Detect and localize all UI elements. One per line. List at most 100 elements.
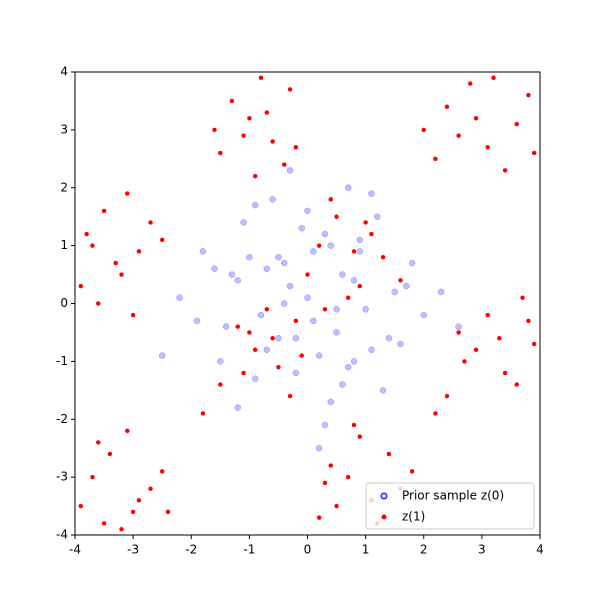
sample-point <box>101 521 107 526</box>
x-tick-label: 2 <box>420 543 428 557</box>
prior-point <box>374 213 381 220</box>
sample-point <box>531 341 537 347</box>
sample-point <box>200 411 206 416</box>
sample-point <box>502 370 508 376</box>
sample-point <box>159 469 165 474</box>
sample-point <box>96 301 101 306</box>
sample-point <box>252 347 258 353</box>
x-tick-label: -4 <box>69 543 81 557</box>
sample-point <box>218 382 223 387</box>
sample-point <box>148 486 153 491</box>
sample-point <box>444 393 450 399</box>
x-tick-label: -2 <box>185 543 197 557</box>
legend-box <box>365 482 535 530</box>
sample-point <box>299 353 304 358</box>
prior-point <box>344 184 352 191</box>
prior-point <box>246 253 253 261</box>
sample-point <box>96 440 101 445</box>
prior-point <box>240 219 247 226</box>
sample-point <box>282 162 287 167</box>
sample-point <box>241 370 246 376</box>
prior-point <box>356 248 364 255</box>
sample-point <box>322 480 328 486</box>
sample-point <box>409 469 415 474</box>
prior-point <box>304 294 311 301</box>
prior-point <box>292 334 300 342</box>
sample-point <box>212 127 217 133</box>
prior-point <box>368 190 375 197</box>
prior-point <box>199 248 207 255</box>
prior-point <box>251 201 259 209</box>
sample-point <box>380 254 386 260</box>
sample-point <box>322 307 328 312</box>
prior-point <box>158 352 166 359</box>
sample-point <box>136 498 142 503</box>
sample-point <box>78 503 84 509</box>
y-tick-label: -3 <box>56 470 68 484</box>
sample-point <box>473 116 479 121</box>
prior-point <box>368 346 375 354</box>
sample-point <box>287 87 293 92</box>
prior-point <box>315 352 323 359</box>
sample-point <box>247 116 252 121</box>
sample-point <box>293 318 299 324</box>
x-tick-label: 1 <box>362 543 370 557</box>
sample-point <box>270 139 275 144</box>
sample-point <box>148 220 153 225</box>
sample-point <box>531 150 537 156</box>
prior-point <box>327 398 334 406</box>
prior-point <box>286 282 294 290</box>
prior-point <box>321 421 329 429</box>
prior-point <box>275 334 282 342</box>
legend-label: Prior sample z(0) <box>402 489 504 503</box>
prior-point <box>350 277 358 284</box>
sample-point <box>351 249 357 254</box>
sample-point <box>316 515 322 520</box>
prior-point <box>275 253 282 261</box>
y-tick-label: -2 <box>56 412 68 426</box>
sample-point <box>229 98 235 104</box>
sample-point <box>119 526 124 532</box>
prior-point <box>234 404 241 411</box>
prior-point <box>222 323 230 330</box>
sample-point <box>363 220 368 225</box>
sample-point <box>473 347 479 353</box>
legend-marker <box>381 514 387 520</box>
sample-point <box>305 272 310 277</box>
sample-point <box>90 474 95 480</box>
sample-point <box>316 243 322 248</box>
sample-point <box>357 434 363 439</box>
sample-point <box>369 231 374 237</box>
prior-point <box>304 207 311 215</box>
prior-point <box>339 381 346 388</box>
sample-point <box>84 231 89 237</box>
sample-point <box>433 156 438 162</box>
sample-point <box>456 330 461 335</box>
plot-points <box>78 75 537 532</box>
prior-point <box>269 196 276 203</box>
sample-point <box>351 422 357 428</box>
sample-point <box>264 307 270 312</box>
sample-point <box>491 75 496 81</box>
prior-point <box>403 282 410 290</box>
sample-point <box>485 144 490 150</box>
sample-point <box>485 312 490 318</box>
prior-point <box>263 265 271 273</box>
sample-point <box>287 393 293 399</box>
sample-point <box>270 335 275 341</box>
prior-point <box>379 387 387 394</box>
prior-point <box>217 358 224 365</box>
prior-point <box>310 248 317 255</box>
prior-point <box>408 259 416 267</box>
y-tick-label: 0 <box>60 296 68 310</box>
prior-point <box>257 311 265 319</box>
y-tick-label: 1 <box>60 238 68 252</box>
sample-point <box>293 144 299 150</box>
prior-point <box>455 323 462 330</box>
prior-point <box>263 346 271 354</box>
legend-label: z(1) <box>402 510 425 524</box>
y-tick-label: 4 <box>60 65 68 79</box>
x-tick-label: 4 <box>536 543 544 557</box>
sample-point <box>113 260 118 266</box>
sample-point <box>345 474 351 480</box>
